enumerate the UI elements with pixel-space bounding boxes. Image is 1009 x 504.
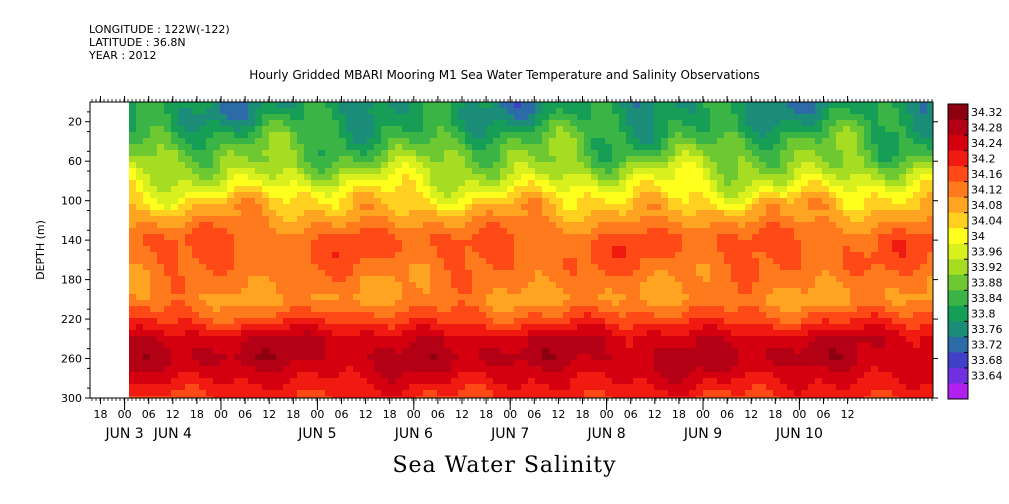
colorbar-label: 33.84 — [971, 292, 1003, 305]
x-tick-label: 18 — [576, 408, 590, 421]
colorbar-label: 34.16 — [971, 168, 1003, 181]
y-tick-label: 220 — [61, 313, 82, 326]
colorbar-swatch — [948, 119, 968, 136]
x-date-label: JUN 7 — [490, 426, 529, 442]
x-tick-label: 00 — [503, 408, 517, 421]
colorbar-label: 34 — [971, 230, 985, 243]
colorbar-label: 33.8 — [971, 308, 996, 321]
y-tick-label: 300 — [61, 392, 82, 405]
x-date-label: JUN 5 — [297, 426, 336, 442]
colorbar-label: 34.32 — [971, 106, 1003, 119]
colorbar-label: 33.96 — [971, 246, 1003, 259]
x-tick-label: 18 — [383, 408, 397, 421]
chart-title: Hourly Gridded MBARI Mooring M1 Sea Wate… — [249, 68, 760, 82]
y-tick-label: 60 — [68, 155, 82, 168]
colorbar-swatch — [948, 383, 968, 400]
colorbar-swatch — [948, 321, 968, 338]
location-info: LONGITUDE : 122W(-122) LATITUDE : 36.8N … — [89, 23, 230, 62]
colorbar-swatch — [948, 104, 968, 121]
colorbar-label: 34.28 — [971, 121, 1003, 134]
colorbar-swatch — [948, 367, 968, 384]
x-tick-label: 12 — [262, 408, 276, 421]
colorbar-label: 33.64 — [971, 370, 1003, 383]
x-tick-label: 12 — [455, 408, 469, 421]
x-tick-label: 00 — [118, 408, 132, 421]
y-tick-label: 20 — [68, 116, 82, 129]
colorbar-swatch — [948, 290, 968, 307]
colorbar-label: 33.92 — [971, 261, 1003, 274]
colorbar-label: 34.12 — [971, 183, 1003, 196]
x-tick-label: 06 — [431, 408, 445, 421]
year-label: YEAR : 2012 — [89, 49, 157, 62]
x-tick-label: 12 — [648, 408, 662, 421]
x-tick-label: 06 — [238, 408, 252, 421]
x-date-label: JUN 4 — [153, 426, 192, 442]
x-date-label: JUN 8 — [586, 426, 625, 442]
x-tick-label: 00 — [600, 408, 614, 421]
colorbar-swatch — [948, 135, 968, 152]
y-tick-label: 100 — [61, 195, 82, 208]
x-date-label: JUN 9 — [683, 426, 722, 442]
x-tick-label: 12 — [841, 408, 855, 421]
x-tick-label: 18 — [479, 408, 493, 421]
colorbar-swatch — [948, 150, 968, 167]
x-tick-label: 18 — [286, 408, 300, 421]
x-tick-label: 18 — [768, 408, 782, 421]
colorbar-label: 34.24 — [971, 137, 1003, 150]
x-tick-label: 00 — [696, 408, 710, 421]
x-tick-label: 00 — [214, 408, 228, 421]
colorbar-swatch — [948, 166, 968, 183]
variable-title: Sea Water Salinity — [392, 453, 617, 478]
colorbar-label: 34.08 — [971, 199, 1003, 212]
x-date-label: JUN 6 — [394, 426, 433, 442]
colorbar-label: 33.68 — [971, 354, 1003, 367]
colorbar-label: 33.88 — [971, 277, 1003, 290]
x-tick-label: 06 — [527, 408, 541, 421]
latitude-label: LATITUDE : 36.8N — [89, 36, 186, 49]
x-date-label: JUN 3 — [104, 426, 143, 442]
colorbar-label: 34.2 — [971, 152, 996, 165]
y-tick-label: 260 — [61, 353, 82, 366]
x-tick-label: 06 — [720, 408, 734, 421]
colorbar-swatch — [948, 336, 968, 353]
colorbar-swatch — [948, 228, 968, 245]
colorbar-label: 33.72 — [971, 339, 1003, 352]
colorbar-label: 34.04 — [971, 214, 1003, 227]
x-date-label: JUN 10 — [775, 426, 823, 442]
colorbar-swatch — [948, 181, 968, 198]
x-tick-label: 18 — [94, 408, 108, 421]
colorbar-swatch — [948, 197, 968, 214]
salinity-field — [129, 102, 934, 399]
x-tick-label: 06 — [817, 408, 831, 421]
colorbar-swatch — [948, 212, 968, 229]
x-tick-label: 06 — [624, 408, 638, 421]
colorbar-swatch — [948, 274, 968, 291]
y-tick-label: 180 — [61, 274, 82, 287]
x-tick-label: 18 — [672, 408, 686, 421]
x-tick-label: 12 — [551, 408, 565, 421]
colorbar-swatch — [948, 243, 968, 260]
colorbar-swatch — [948, 352, 968, 369]
colorbar-frame — [947, 103, 969, 400]
x-tick-label: 12 — [166, 408, 180, 421]
x-tick-label: 12 — [744, 408, 758, 421]
colorbar-swatch — [948, 305, 968, 322]
y-tick-label: 140 — [61, 234, 82, 247]
x-tick-label: 12 — [359, 408, 373, 421]
y-axis-label: DEPTH (m) — [34, 220, 47, 280]
x-tick-label: 18 — [190, 408, 204, 421]
colorbar-swatch — [948, 259, 968, 276]
x-tick-label: 00 — [310, 408, 324, 421]
x-tick-label: 00 — [792, 408, 806, 421]
x-tick-label: 06 — [142, 408, 156, 421]
x-tick-label: 06 — [335, 408, 349, 421]
colorbar-label: 33.76 — [971, 323, 1003, 336]
x-tick-label: 00 — [407, 408, 421, 421]
longitude-label: LONGITUDE : 122W(-122) — [89, 23, 230, 36]
